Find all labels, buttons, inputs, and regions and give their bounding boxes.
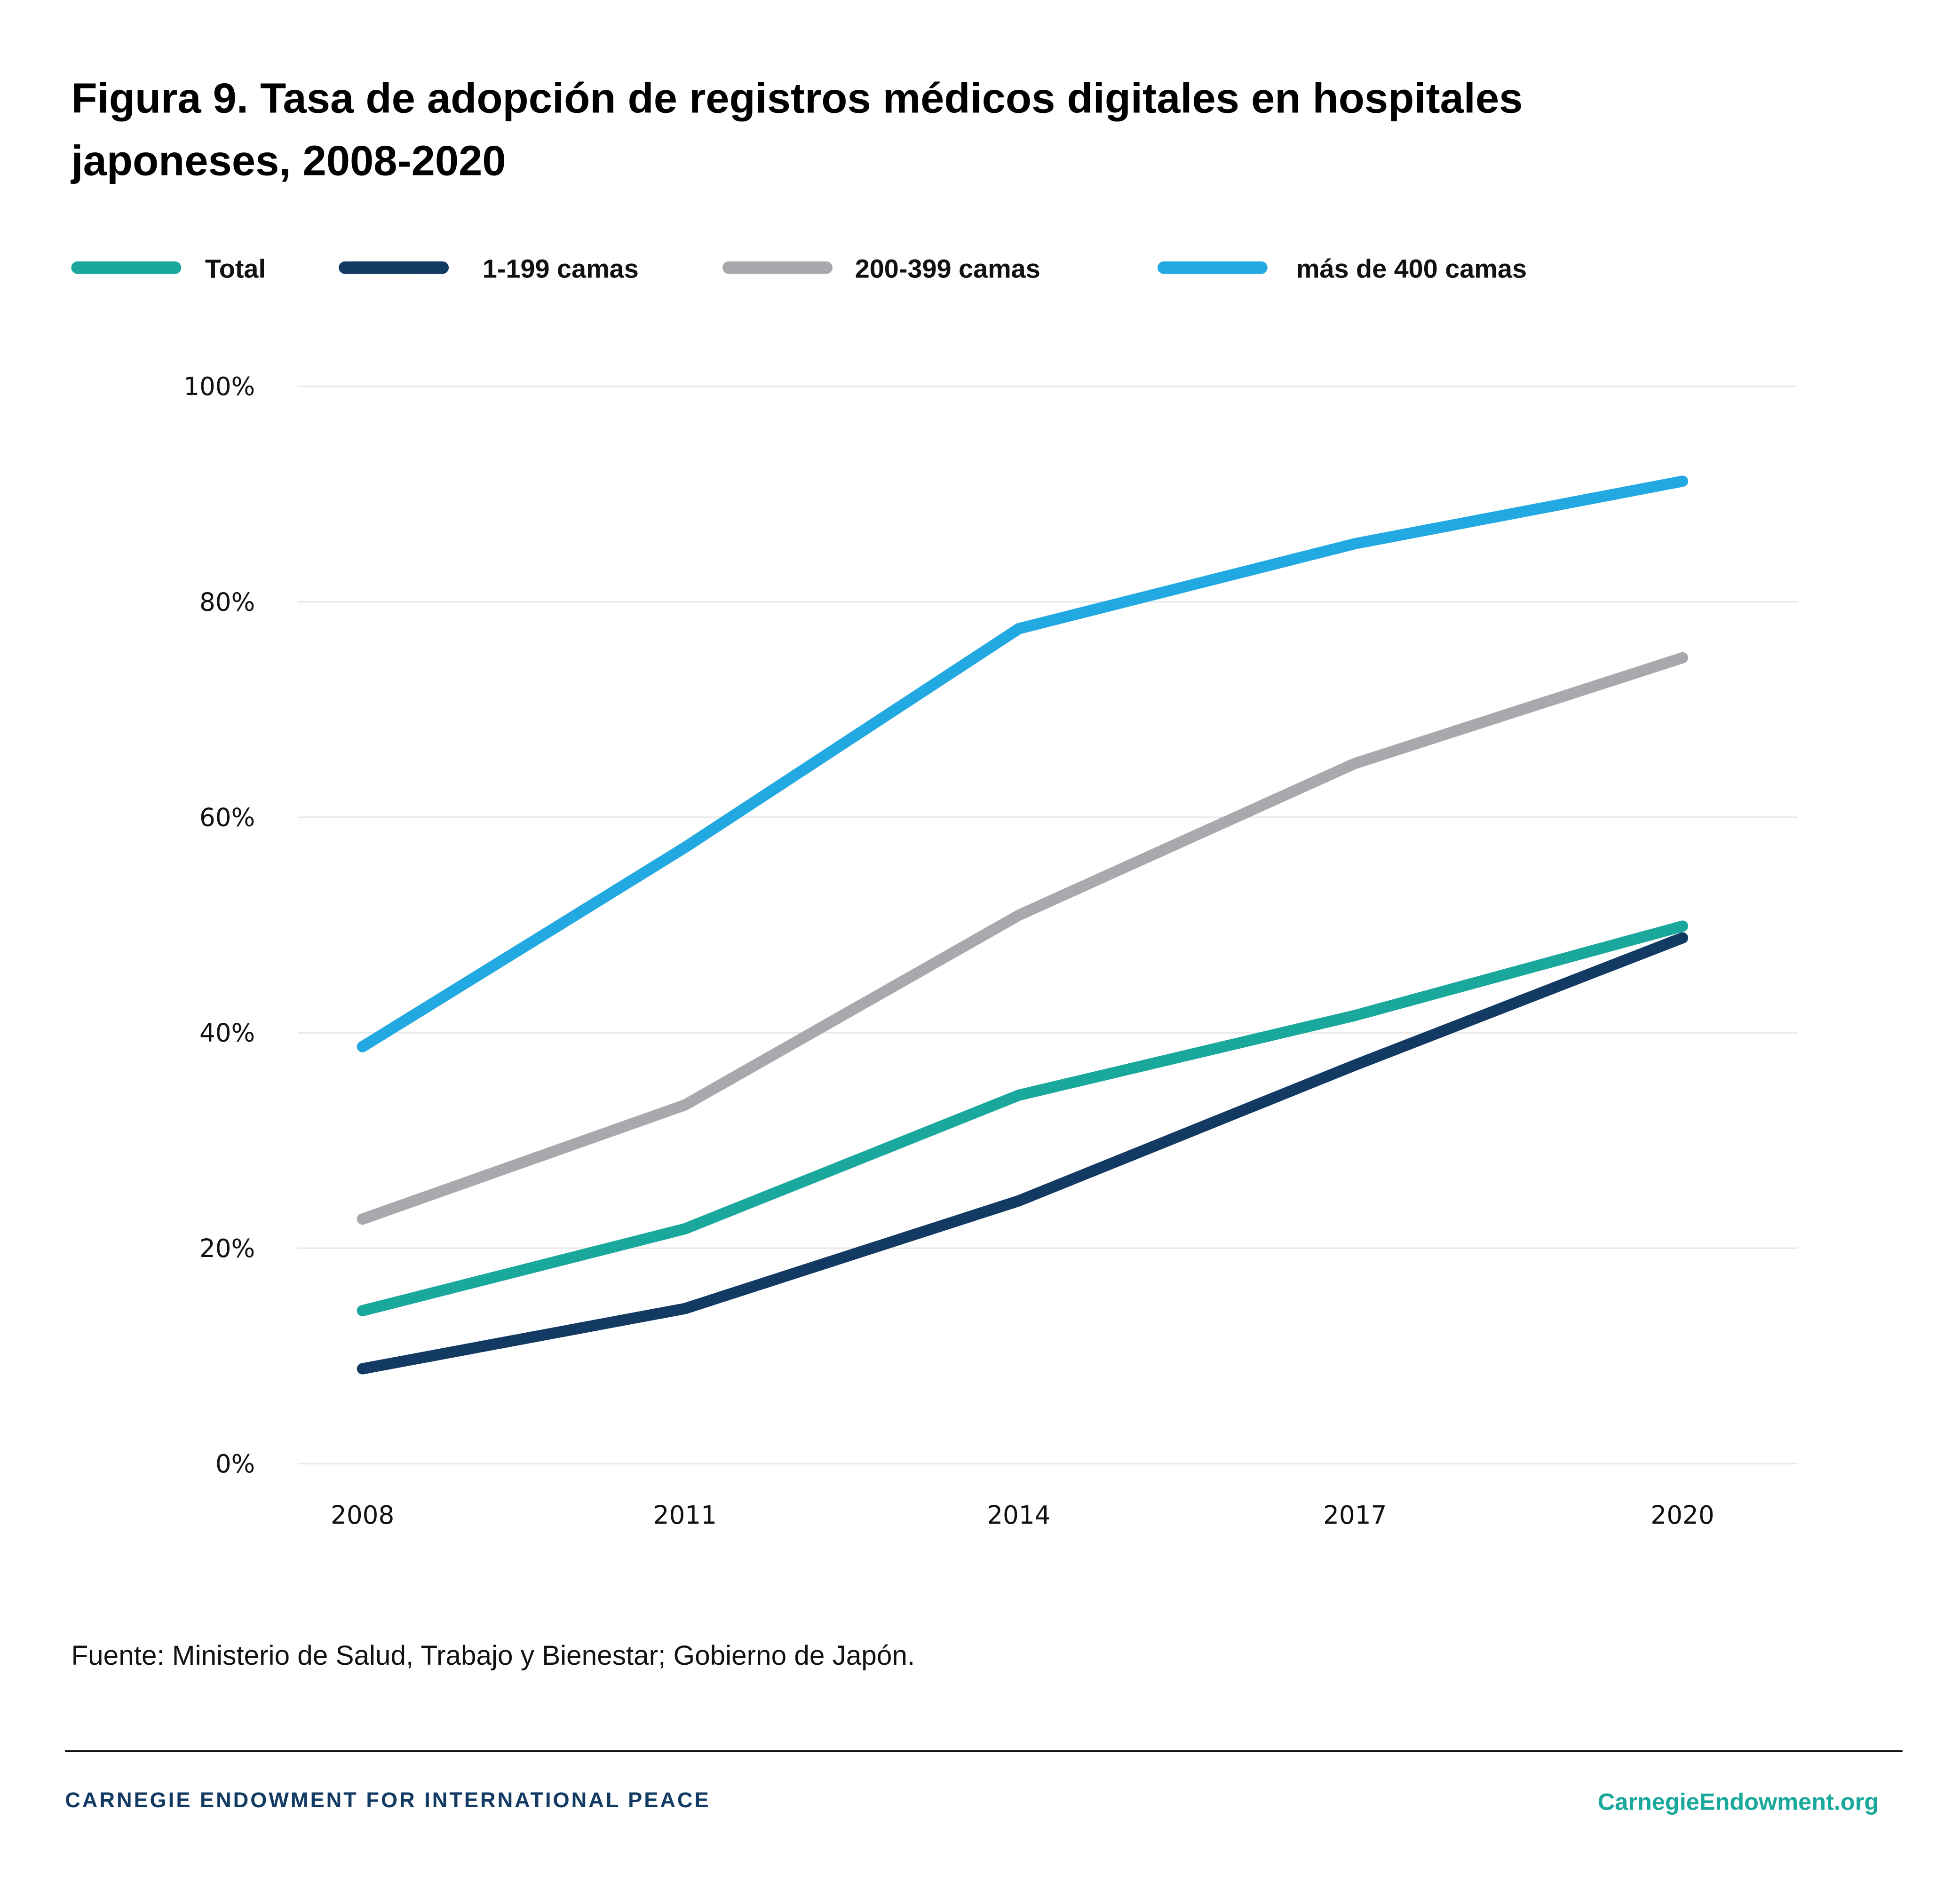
y-tick-label: 100% [183, 372, 255, 401]
x-tick-label: 2020 [1651, 1501, 1714, 1530]
x-tick-label: 2014 [987, 1501, 1050, 1530]
legend-label: 200-399 camas [855, 253, 1040, 283]
source-note: Fuente: Ministerio de Salud, Trabajo y B… [71, 1640, 915, 1671]
footer-org-name: CARNEGIE ENDOWMENT FOR INTERNATIONAL PEA… [65, 1788, 710, 1812]
series-line-200-399-camas [357, 652, 1688, 1225]
footer-url-link[interactable]: CarnegieEndowment.org [1598, 1788, 1879, 1815]
plot-area [357, 475, 1688, 1375]
legend-label: 1-199 camas [483, 253, 639, 283]
x-tick-label: 2008 [331, 1501, 394, 1530]
y-tick-label: 40% [199, 1019, 255, 1048]
series-line-m-s-de-400-camas [357, 475, 1688, 1052]
chart-title-line-2: japoneses, 2008-2020 [70, 137, 506, 184]
gridlines [297, 385, 1798, 1464]
legend: Total 1-199 camas 200-399 camas más de 400 … [71, 253, 1527, 283]
y-tick-label: 60% [199, 803, 255, 832]
legend-label: Total [205, 253, 266, 283]
x-tick-label: 2017 [1323, 1501, 1387, 1530]
legend-label: más de 400 camas [1296, 253, 1527, 283]
series-line-total [357, 920, 1688, 1317]
y-axis: 0% 20% 40% 60% 80% 100% [183, 372, 255, 1479]
chart-title-line-1: Figura 9. Tasa de adopción de registros … [71, 75, 1523, 122]
y-tick-label: 0% [215, 1449, 255, 1479]
x-axis: 2008 2011 2014 2017 2020 [331, 1501, 1714, 1530]
y-tick-label: 80% [199, 587, 255, 617]
y-tick-label: 20% [199, 1234, 255, 1263]
x-tick-label: 2011 [653, 1501, 717, 1530]
